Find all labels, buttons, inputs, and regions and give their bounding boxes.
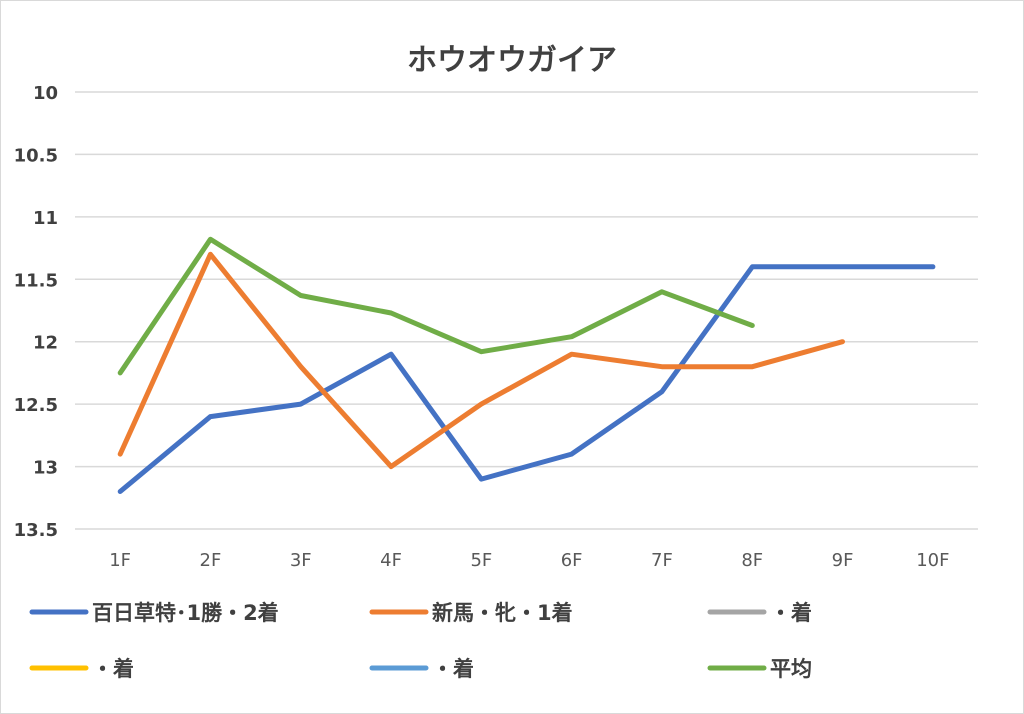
- y-tick-label: 12.5: [14, 395, 58, 416]
- x-tick-label: 2F: [200, 550, 222, 571]
- x-tick-label: 1F: [109, 550, 131, 571]
- legend-label: 新馬・牝・1着: [432, 601, 573, 625]
- y-axis-ticks: 10 10.5 11 11.5 12 12.5 13 13.5: [14, 83, 58, 541]
- y-tick-label: 12: [33, 333, 58, 354]
- legend-label: 百日草特･1勝・2着: [92, 601, 279, 625]
- x-tick-label: 3F: [290, 550, 312, 571]
- legend-label: ・着: [92, 657, 134, 681]
- y-tick-label: 11.5: [14, 270, 58, 291]
- x-tick-label: 7F: [651, 550, 673, 571]
- legend: 百日草特･1勝・2着 新馬・牝・1着 ・着・着 ・着 平均: [29, 601, 812, 681]
- x-tick-label: 6F: [561, 550, 583, 571]
- y-tick-label: 11: [33, 208, 58, 229]
- legend-label: 平均: [770, 657, 812, 681]
- y-tick-label: 10.5: [14, 145, 58, 166]
- x-tick-label: 9F: [832, 550, 854, 571]
- chart-title: ホウオウガイア: [407, 43, 617, 78]
- series-line: [117, 236, 755, 376]
- series-lines: [117, 236, 936, 494]
- gridlines: [75, 91, 978, 530]
- y-tick-label: 13.5: [14, 520, 58, 541]
- x-tick-label: 5F: [470, 550, 492, 571]
- y-tick-label: 10: [33, 83, 58, 104]
- y-tick-label: 13: [33, 458, 58, 479]
- legend-label: ・着: [770, 601, 812, 625]
- x-axis-ticks: 1F 2F 3F 4F 5F 6F 7F 8F 9F 10F: [109, 550, 949, 571]
- x-tick-label: 10F: [916, 550, 949, 571]
- x-tick-label: 8F: [741, 550, 763, 571]
- series-line: [117, 251, 845, 470]
- legend-label: ・着: [432, 657, 474, 681]
- series-line: [117, 264, 936, 494]
- x-tick-label: 4F: [380, 550, 402, 571]
